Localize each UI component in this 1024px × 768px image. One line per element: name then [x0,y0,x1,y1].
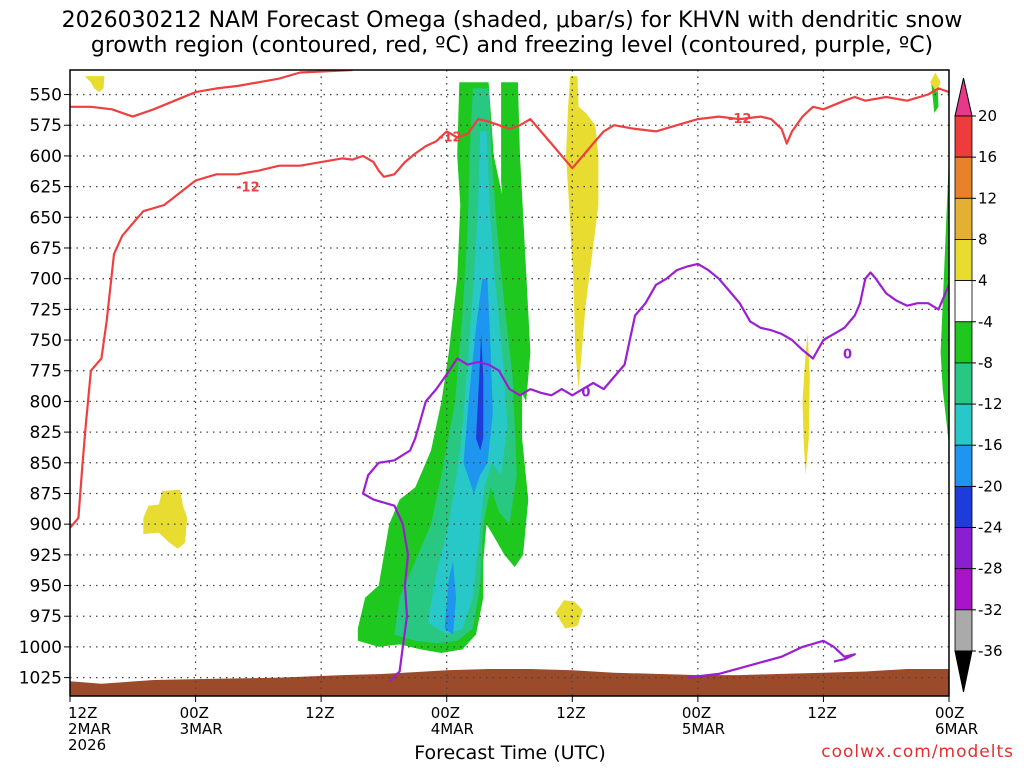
colorbar-bottom-arrow [954,650,973,693]
terrain-surface [70,669,949,696]
colorbar-box [954,239,973,282]
colorbar-box [954,321,973,364]
y-tick-label: 900 [30,515,62,535]
colorbar-label: -12 [978,395,1003,413]
colorbar-label: -32 [978,601,1003,619]
omega-region-blue-1 [463,278,493,494]
colorbar-box [954,197,973,240]
contour-line-2 [361,262,949,683]
y-tick-label: 550 [30,86,62,106]
contour-label: -12 [438,130,462,145]
y-tick-label: 925 [30,546,62,566]
omega-region-yellow-top-right [930,72,941,93]
colorbar-label: -16 [978,436,1003,454]
y-tick-label: 700 [30,270,62,290]
contour-line-3 [687,639,856,679]
colorbar-label: -28 [978,560,1003,578]
colorbar-label: 20 [978,107,997,125]
colorbar-top-arrow [954,77,973,117]
x-tick-label: 4MAR [431,720,474,738]
colorbar-label: -4 [978,313,993,331]
contour-label: -12 [236,181,260,196]
terrain-layer [70,669,949,696]
y-tick-label: 625 [30,178,62,198]
colorbar-box [954,156,973,199]
y-tick-label: 800 [30,392,62,412]
x-tick-label: 3MAR [180,720,223,738]
x-tick-label: 12Z [68,704,97,722]
x-tick-label: 12Z [305,704,334,722]
x-tick-label: 00Z [180,704,209,722]
colorbar-box [954,568,973,611]
plot-frame [69,69,950,697]
contour-line-0 [70,87,949,529]
y-tick-label: 575 [30,116,62,136]
colorbar-box [954,444,973,487]
x-tick-label: 00Z [431,704,460,722]
colorbar-label: -24 [978,519,1003,537]
colorbar-label: 8 [978,230,988,248]
y-tick-label: 675 [30,239,62,259]
colorbar-label: 4 [978,272,988,290]
omega-region-yellow-right-thin [802,333,810,476]
omega-region-yellow-bottom-blob [555,600,583,629]
contour-label-layer: -12 -12 -12 0 0 [236,112,852,401]
colorbar-label: -8 [978,354,993,372]
y-tick-label: 775 [30,362,62,382]
y-tick-label: 600 [30,147,62,167]
contour-label: -12 [728,112,752,127]
x-tick-label: 5MAR [682,720,725,738]
omega-region-green-right [501,82,531,402]
x-tick-label: 00Z [935,704,964,722]
title-line-1: 2026030212 NAM Forecast Omega (shaded, μ… [61,8,963,33]
contour-line-1 [70,70,353,118]
x-axis-label: Forecast Time (UTC) [414,742,606,764]
colorbar-box [954,609,973,652]
y-tick-label: 1000 [19,638,62,658]
colorbar-box [954,485,973,528]
y-tick-label: 1025 [19,669,62,689]
y-tick-label: 950 [30,577,62,597]
y-tick-label: 650 [30,208,62,228]
credit-link[interactable]: coolwx.com/modelts [821,742,1014,762]
x-tick-label: 6MAR [935,720,978,738]
y-tick-label: 725 [30,300,62,320]
omega-region-green-surface-right [940,155,949,446]
colorbar-box [954,403,973,446]
x-tick-label: 2026 [68,736,106,754]
colorbar-label: 12 [978,189,997,207]
grid-layer [70,70,949,696]
colorbar-box [954,280,973,323]
contour-label: 0 [843,348,852,363]
colorbar-box [954,115,973,158]
contour-label: 0 [581,386,590,401]
x-tick-label: 12Z [556,704,585,722]
y-tick-label: 825 [30,423,62,443]
x-tick-label: 2MAR [68,720,111,738]
colorbar-label: 16 [978,148,997,166]
y-tick-label: 750 [30,331,62,351]
colorbar-label: -36 [978,642,1003,660]
omega-shading-layer [84,72,949,654]
x-tick-label: 00Z [682,704,711,722]
y-tick-label: 850 [30,454,62,474]
omega-region-cyan-1 [427,131,508,635]
colorbar-box [954,527,973,570]
omega-region-yellow-left-blob [143,489,188,549]
title-line-2: growth region (contoured, red, ºC) and f… [90,33,934,58]
colorbar-label: -20 [978,477,1003,495]
y-tick-label: 875 [30,484,62,504]
contour-layer [70,70,949,683]
omega-region-yellow-top-left [84,76,105,93]
omega-region-yellow-mid-column [566,76,599,390]
y-tick-label: 975 [30,607,62,627]
colorbar-box [954,362,973,405]
chart-title: 2026030212 NAM Forecast Omega (shaded, μ… [0,8,1024,58]
colorbar: 20 16 12 8 4 -4 -8 -12 -16 -20 -24 -28 -32 -36 [954,77,1003,693]
y-axis: 550 575 600 625 650 675 700 725 750 775 800 825 850 8… [19,86,70,689]
x-tick-label: 12Z [807,704,836,722]
